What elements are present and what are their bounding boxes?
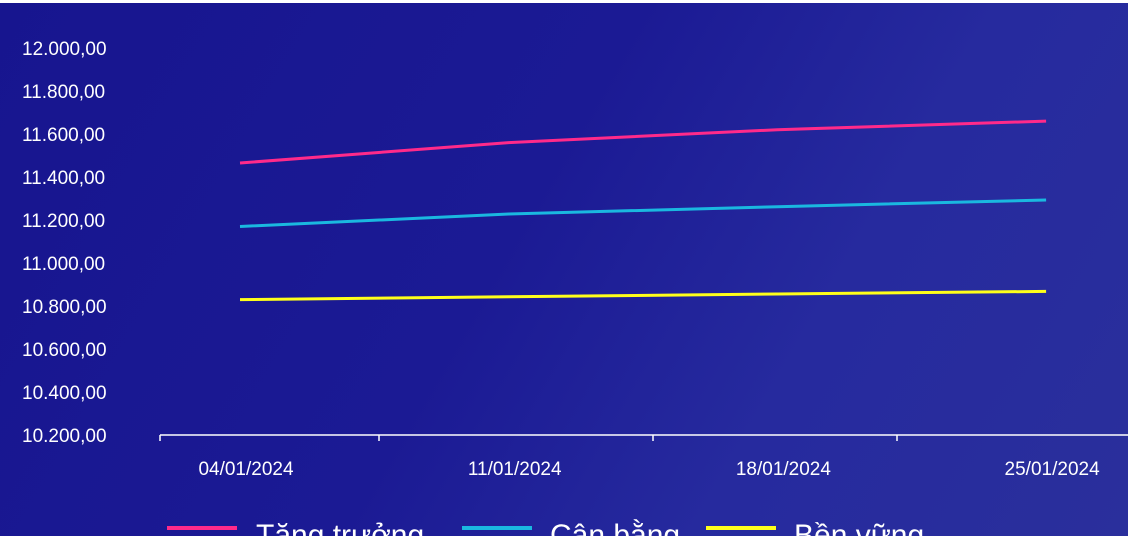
y-tick-label: 12.000,00 [22,39,107,60]
top-rule [0,0,1128,3]
y-tick-label: 11.800,00 [22,82,105,103]
series-line [239,289,1047,302]
y-tick-label: 10.200,00 [22,426,107,447]
y-tick-label: 11.400,00 [22,168,105,189]
x-axis: 04/01/2024 11/01/2024 18/01/2024 25/01/2024 [159,434,1128,480]
x-tick-label: 04/01/2024 [198,459,294,480]
y-tick-label: 11.000,00 [22,254,105,275]
x-tick-label: 18/01/2024 [736,459,832,480]
legend-label[interactable]: Bền vững [794,519,924,536]
y-tick-label: 10.600,00 [22,340,107,361]
y-tick-label: 10.400,00 [22,383,107,404]
series-line [239,119,1047,165]
x-tick-label: 11/01/2024 [468,459,562,480]
y-tick-label: 11.600,00 [22,125,105,146]
series-line [239,198,1047,228]
y-tick-label: 11.200,00 [22,211,105,232]
legend-label[interactable]: Tăng trưởng [256,519,424,536]
series-lines [239,119,1047,302]
legend: Tăng trưởng Cân bằng Bền vững [167,519,924,536]
x-tick-label: 25/01/2024 [1005,459,1101,480]
y-axis-ticks: 12.000,00 11.800,00 11.600,00 11.400,00 11.2… [22,39,107,447]
legend-label[interactable]: Cân bằng [550,519,680,536]
y-tick-label: 10.800,00 [22,297,107,318]
